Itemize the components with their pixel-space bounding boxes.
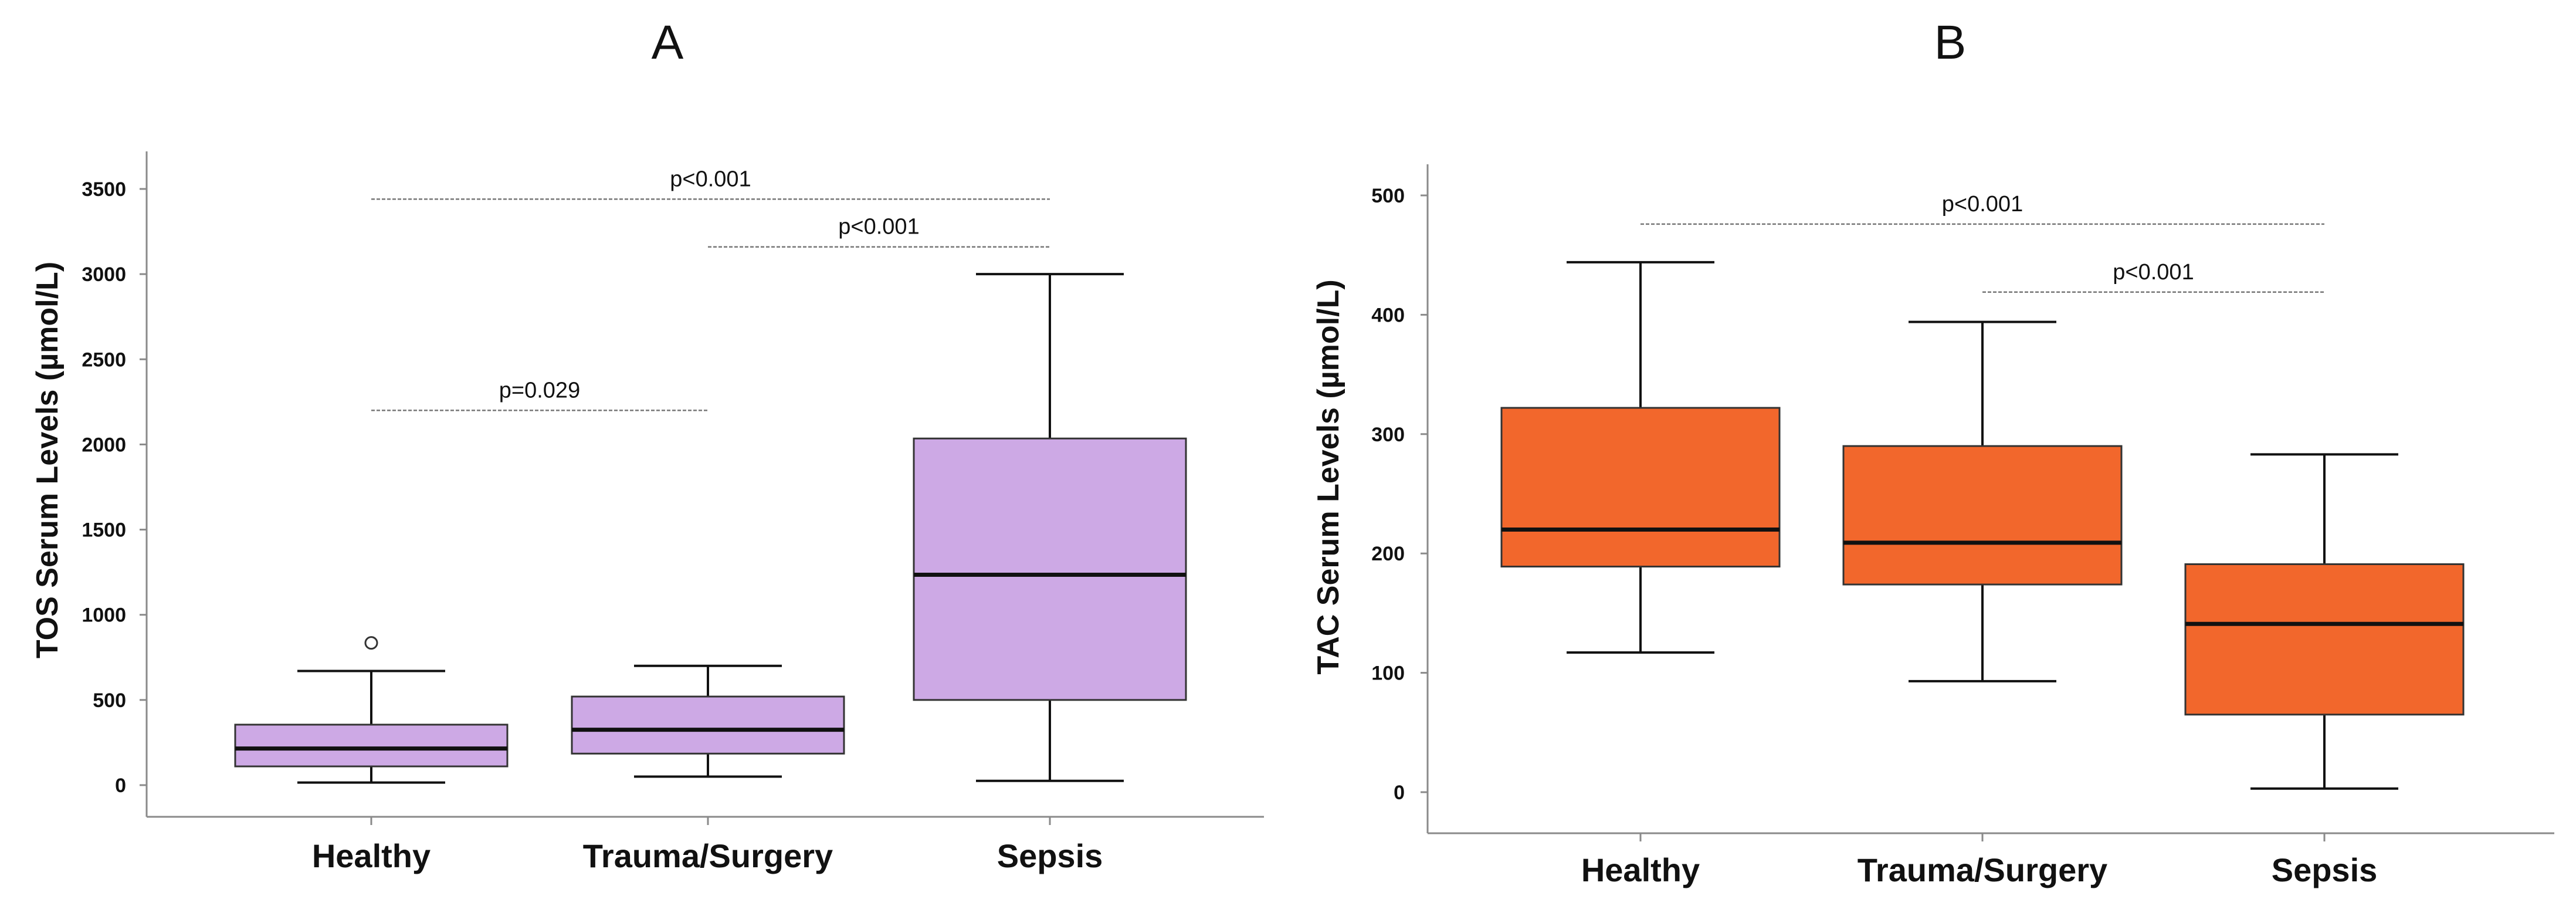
panel-a-letter: A — [652, 16, 684, 69]
panel-a-y-tick-label: 1000 — [82, 604, 126, 627]
panel-a: A TOS Serum Levels (µmol/L) 0 500 1000 1500… — [30, 16, 1264, 874]
panel-a-y-tick-label: 1500 — [82, 519, 126, 542]
panel-a-y-tick-label: 2500 — [82, 349, 126, 371]
panel-a-significance-label: p=0.029 — [499, 378, 580, 403]
panel-b-box — [1842, 445, 2123, 586]
panel-a-y-tick-label: 500 — [93, 689, 126, 712]
panel-a-outlier-point — [364, 636, 378, 650]
panel-b-significance-label: p<0.001 — [2113, 260, 2194, 285]
panel-b-x-tick-label: Trauma/Surgery — [1858, 851, 2107, 888]
panel-b-box — [2184, 563, 2465, 716]
panel-a-significance-label: p<0.001 — [670, 167, 751, 191]
panel-a-y-tick-label: 2000 — [82, 434, 126, 456]
panel-b-y-axis-label: TAC Serum Levels (µmol/L) — [1311, 279, 1345, 674]
panel-b-plot-area: 0 100 200 300 400 500 Healthy Trauma/Surgery Sep… — [1371, 164, 2554, 888]
panel-a-significance-label: p<0.001 — [838, 215, 919, 239]
panel-b-x-tick-label: Sepsis — [2272, 851, 2378, 888]
panel-b-x-tick-label: Healthy — [1581, 851, 1700, 888]
panel-b-y-tick-label: 200 — [1371, 543, 1405, 565]
panel-b-y-tick-label: 500 — [1371, 185, 1405, 207]
panel-a-y-tick-label: 0 — [115, 775, 126, 797]
panel-b-letter: B — [1934, 16, 1967, 69]
panel-a-y-tick-label: 3000 — [82, 263, 126, 286]
panel-b-y-tick-label: 400 — [1371, 304, 1405, 326]
panel-b-y-tick-label: 100 — [1371, 662, 1405, 685]
panel-b-y-tick-label: 0 — [1394, 782, 1405, 804]
panel-a-box — [234, 724, 509, 768]
panel-b: B TAC Serum Levels (µmol/L) 0 100 200 300 40… — [1311, 16, 2554, 888]
panel-b-significance-label: p<0.001 — [1942, 192, 2023, 217]
panel-a-x-tick-label: Sepsis — [997, 837, 1103, 874]
panel-a-plot-area: 0 500 1000 1500 2000 2500 3000 3500 Healthy Traum… — [82, 151, 1264, 874]
panel-a-box — [913, 437, 1187, 701]
panel-b-y-tick-label: 300 — [1371, 424, 1405, 446]
panel-a-y-tick-label: 3500 — [82, 178, 126, 201]
panel-a-box — [571, 695, 845, 755]
panel-a-y-axis-label: TOS Serum Levels (µmol/L) — [30, 262, 65, 658]
panel-a-x-tick-label: Healthy — [312, 837, 431, 874]
panel-a-x-tick-label: Trauma/Surgery — [583, 837, 833, 874]
panel-b-box — [1500, 407, 1781, 568]
